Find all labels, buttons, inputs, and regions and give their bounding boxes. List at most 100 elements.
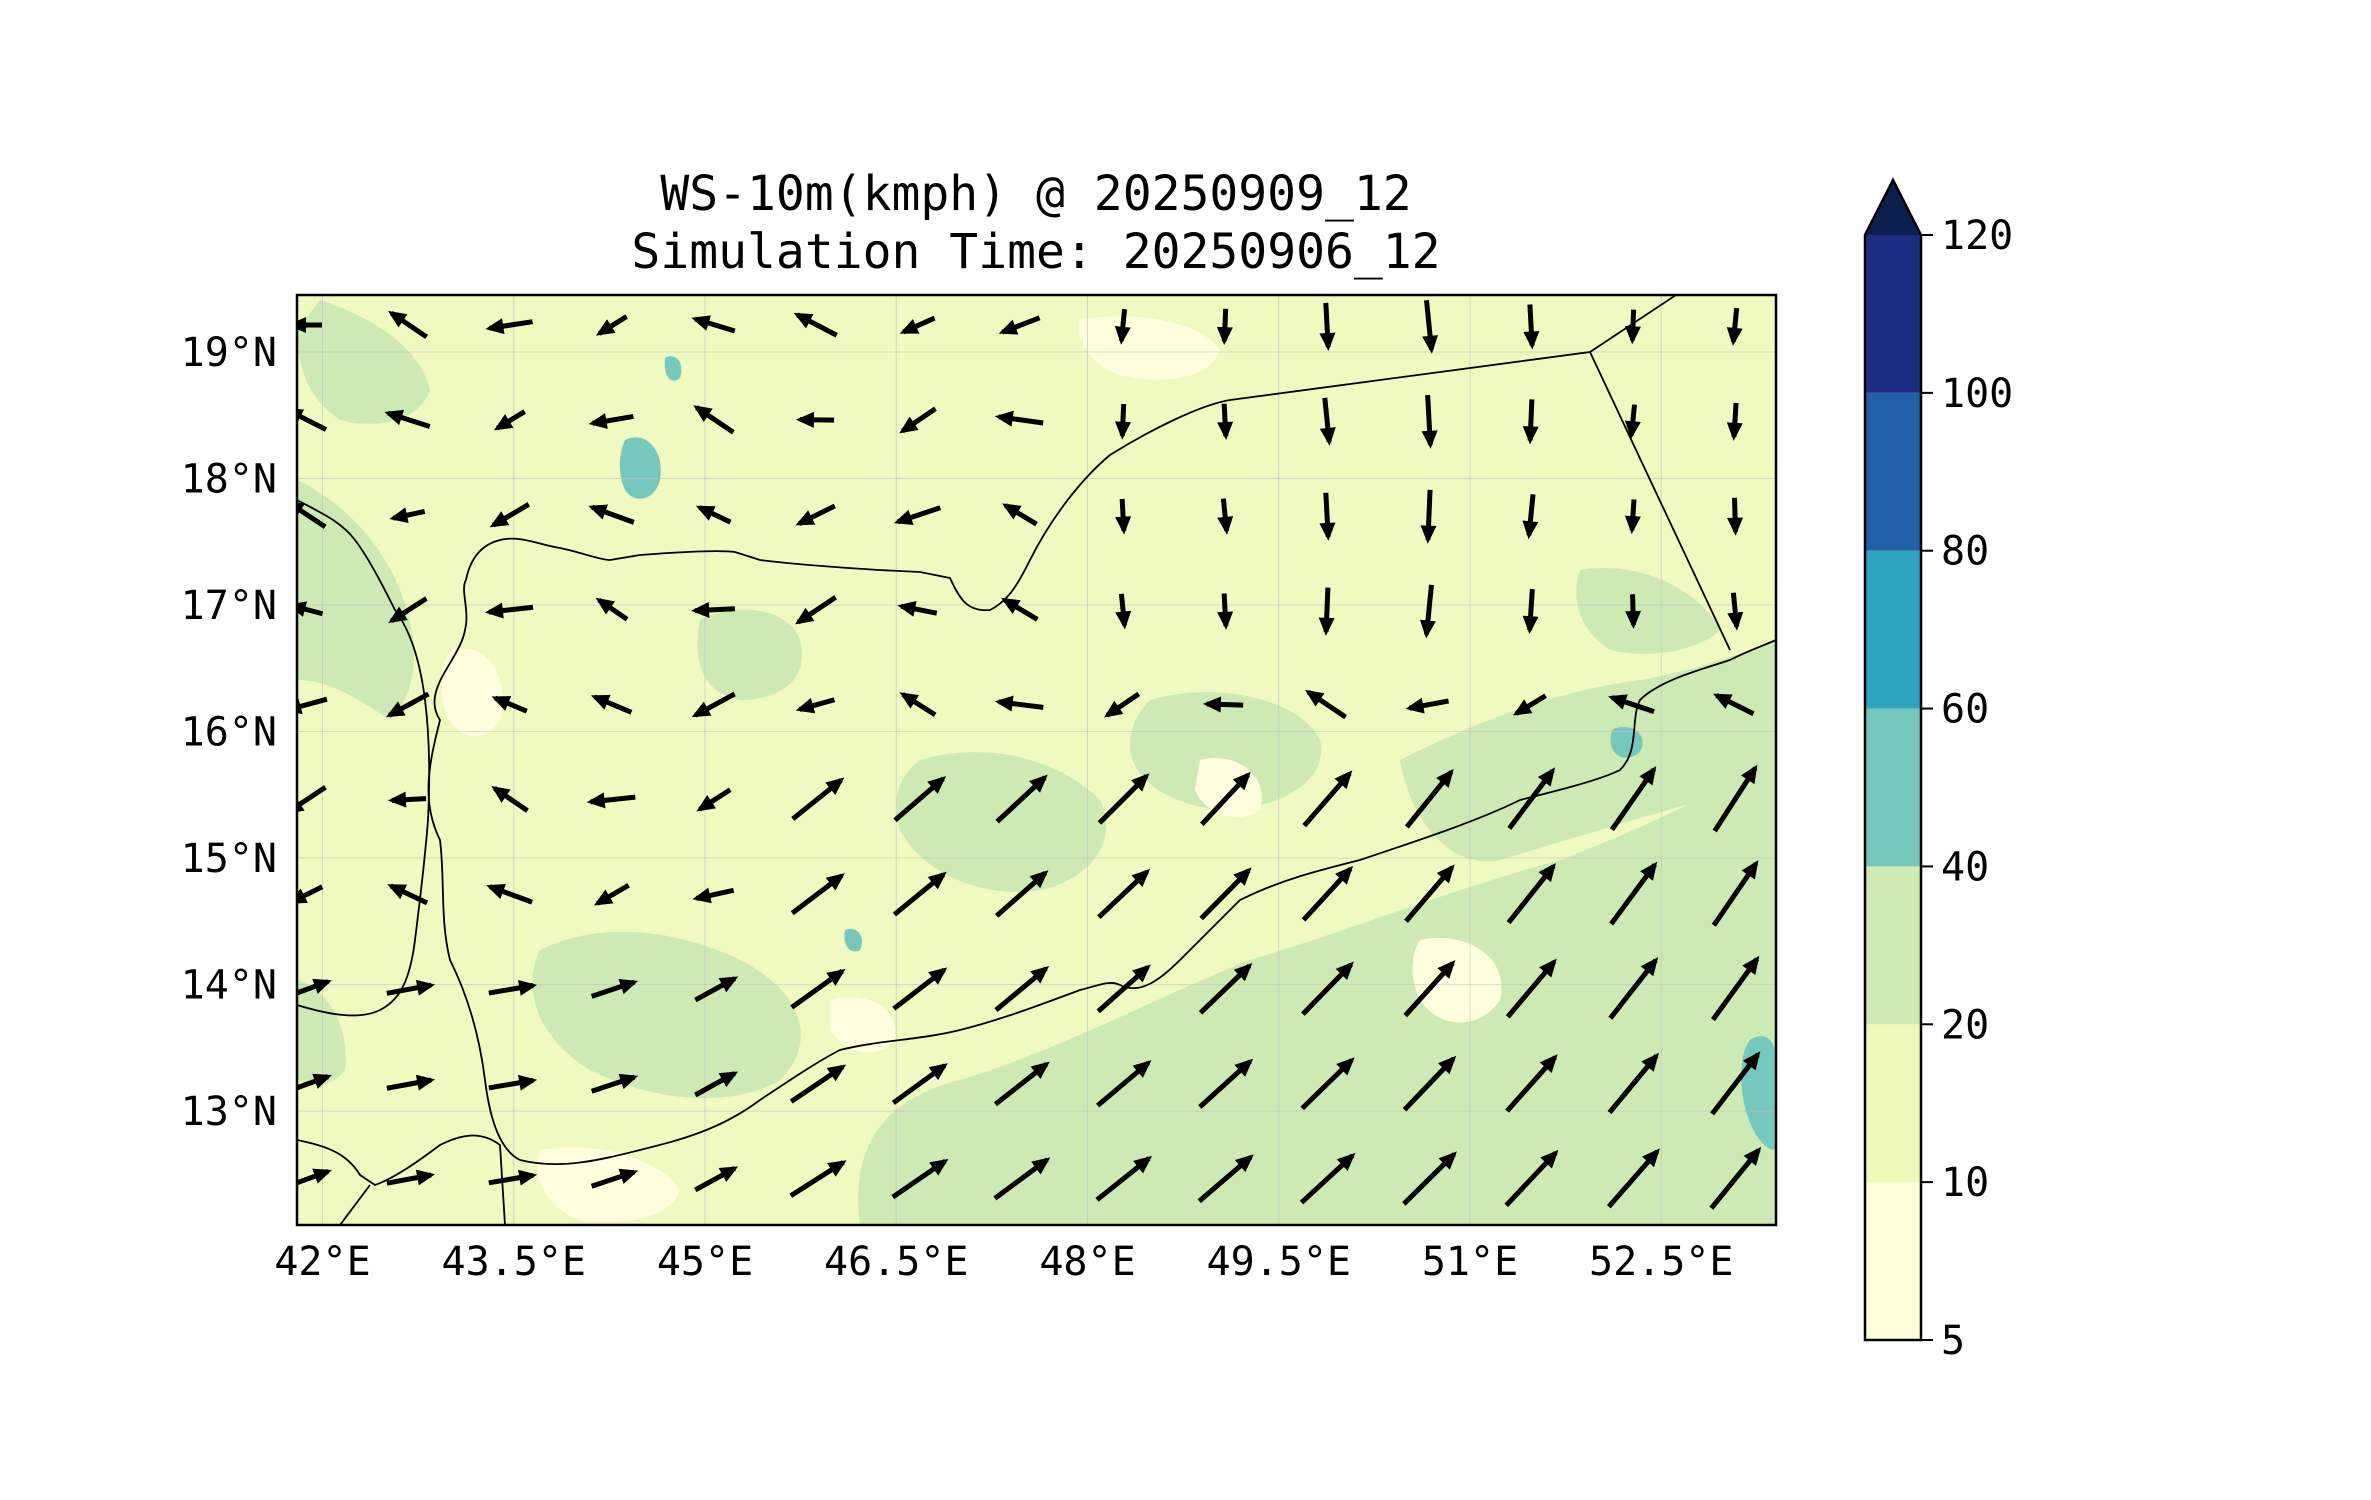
title-line-2: Simulation Time: 20250906_12 [631,224,1440,280]
wind-vector [899,315,936,335]
wind-vector [1726,402,1743,441]
lat-tick-label: 18°N [181,456,277,502]
lat-tick-label: 16°N [181,710,277,756]
wind-vector [1114,308,1131,345]
map-frame [295,293,1778,1227]
wind-vector [795,411,835,428]
map-panel [297,295,1776,1225]
wind-vectors [297,299,1762,1210]
wind-vector [590,1073,639,1094]
wind-vector [297,884,324,904]
wind-vector [1710,1051,1761,1116]
wind-vector [595,314,628,336]
wind-vector [1727,592,1744,631]
contour-region [896,752,1107,892]
wind-vector [1710,955,1760,1022]
wind-vector [1402,1055,1457,1112]
wind-vector [1217,593,1234,630]
wind-vector [694,976,739,1003]
wind-vector [586,792,636,809]
longitude-ticks: 42°E 43.5°E 45°E 46.5°E 48°E 49.5°E 51°E 52.5°E [274,1239,1733,1285]
wind-vector [1318,587,1335,636]
wind-vector [1404,768,1454,829]
wind-vector [1115,593,1132,630]
wind-vector [695,505,732,525]
colorbar-tick-label: 100 [1941,371,2013,417]
wind-vector [1200,771,1251,827]
wind-vector [1301,961,1354,1016]
wind-vector [1624,404,1641,440]
colorbar-tick-label: 10 [1941,1160,1989,1206]
latitude-ticks: 13°N 14°N 15°N 16°N 17°N 18°N 19°N [181,330,277,1135]
wind-vector [1712,764,1758,833]
wind-vector [1202,696,1244,713]
wind-vector [486,883,533,905]
wind-vector [590,979,639,999]
colorbar-extend-triangle [1865,180,1921,235]
wind-vector [1114,403,1131,440]
wind-vector [694,1166,739,1193]
wind-vector [488,1074,538,1091]
contour-region [532,931,801,1099]
wind-vector [297,502,327,529]
wind-vector [386,691,430,718]
wind-vector [993,1061,1050,1107]
lon-tick-label: 52.5°E [1589,1239,1734,1285]
wind-vector [891,1158,949,1200]
wind-vector [1299,1152,1356,1205]
lon-tick-label: 43.5°E [442,1239,587,1285]
colorbar-band [1865,866,1921,1025]
wind-vector [491,695,528,714]
wind-vector [386,1074,436,1091]
wind-vector [1624,499,1641,535]
contour-region [297,300,430,424]
wind-vector [691,691,736,718]
wind-vector [789,1064,847,1104]
wind-vector [897,601,938,617]
wind-vector [1523,304,1540,350]
wind-vector [1606,1148,1660,1209]
oman-border [1589,351,1731,651]
wind-vector [692,887,735,904]
wind-vector [1609,766,1657,832]
wind-vector [1608,957,1659,1020]
wind-vector [297,601,324,617]
contour-region [297,480,414,720]
wind-vector [1624,309,1641,345]
wind-vector [485,318,533,335]
wind-vector [891,1063,948,1105]
wind-vector [590,694,633,715]
contour-region [664,356,682,381]
lon-tick-label: 51°E [1422,1239,1518,1285]
wind-vector [1197,1154,1254,1204]
wind-vector [488,979,538,996]
wind-vector [693,405,735,435]
wind-vector [297,696,328,715]
coastline-borders [297,295,1776,1225]
wind-vector [899,692,937,717]
wind-vector [1506,863,1556,925]
colorbar: 5 10 20 40 60 80 100 120 [1863,177,2013,1364]
wind-vector [789,1160,847,1198]
wind-vector [1115,498,1132,535]
lat-tick-label: 13°N [181,1089,277,1135]
wind-vector [1002,503,1038,527]
wind-vector [1422,299,1439,354]
wind-vector [1096,964,1151,1014]
wind-vector [588,413,634,429]
wind-vector [1609,861,1658,926]
wind-vector [297,978,332,996]
wind-vector [297,409,328,432]
wind-vector [791,777,845,821]
colorbar-outline [1863,177,1923,1342]
contour-region [619,437,661,499]
wind-vector [297,785,327,812]
wind-vector [489,502,531,528]
colorbar-tick-label: 120 [1941,213,2013,259]
wind-vector [1404,864,1455,923]
wind-vector [1095,1155,1153,1202]
wind-vector [1403,960,1456,1018]
contour-region [697,609,802,700]
wind-vector [484,602,534,619]
